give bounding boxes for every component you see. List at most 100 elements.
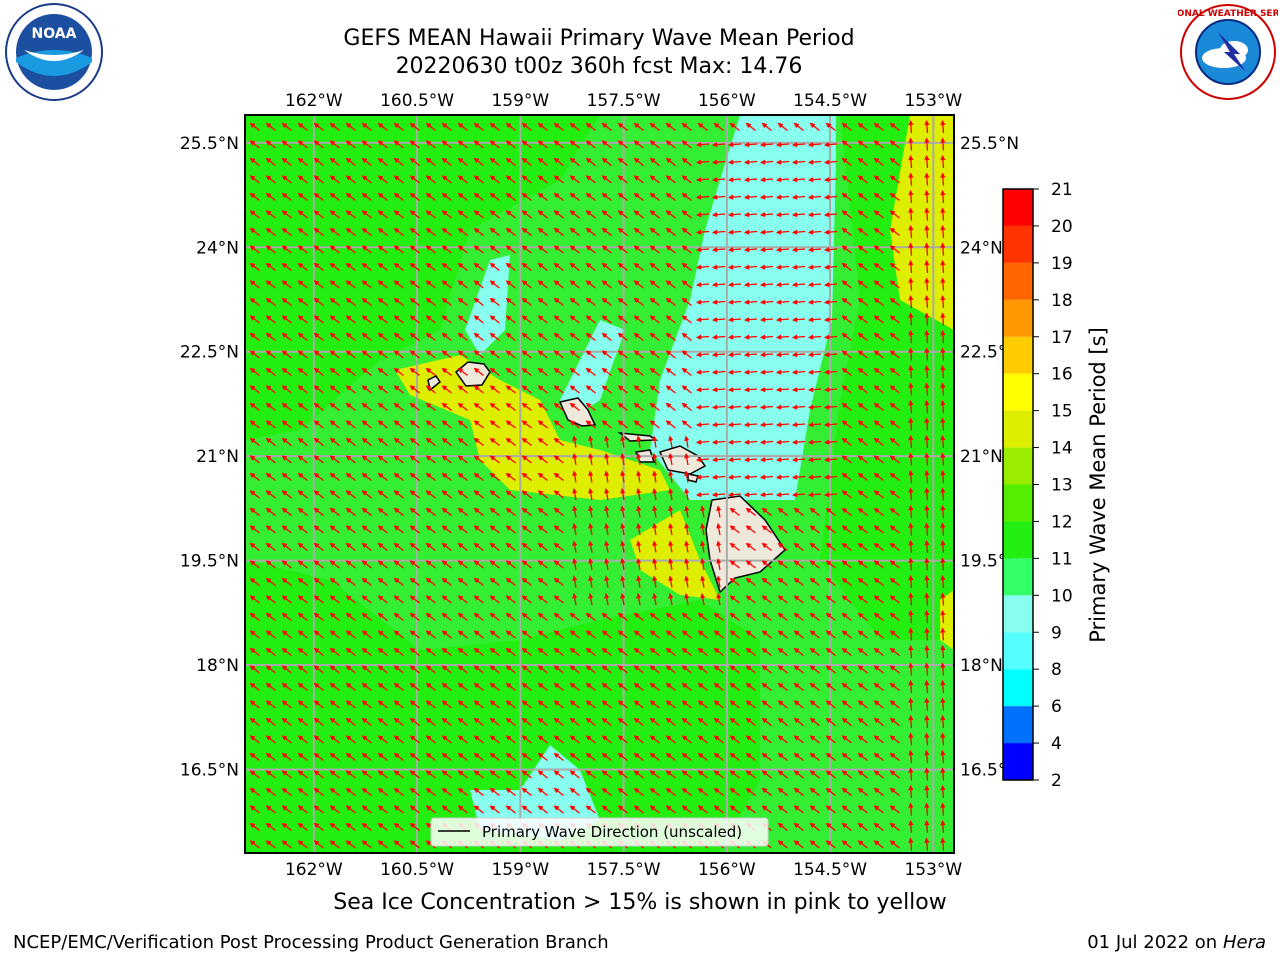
wave-arrow [265,210,276,219]
lon-tick-label-top: 154.5°W [793,91,867,111]
wave-arrow [681,140,692,149]
wave-arrow [649,245,660,254]
colorbar: 2 4 6 8 9 10 11 12 13 14 15 16 17 18 19 20 21 [1002,180,1073,791]
wave-arrow [313,315,324,324]
wave-arrow [281,175,292,184]
wave-arrow [601,280,612,289]
wave-arrow [249,210,260,219]
wave-arrow [505,210,516,219]
wave-arrow [585,280,596,289]
wave-arrow [441,227,452,237]
wave-arrow [489,140,500,149]
wave-arrow [553,280,564,289]
wave-arrow [841,157,852,167]
colorbar-segment [1003,484,1033,522]
wave-arrow [924,224,930,239]
wave-arrow [924,277,930,291]
wave-arrow [633,122,644,132]
wave-arrow [521,175,532,184]
wave-arrow [633,227,644,237]
wave-arrow [743,142,758,148]
wave-arrow [759,177,774,183]
wave-arrow [249,245,260,254]
wave-arrow [761,122,772,132]
wave-arrow [489,157,500,167]
wave-arrow [409,227,420,237]
wave-arrow [345,332,356,342]
wave-arrow [361,367,372,377]
colorbar-segment [1003,632,1033,670]
wave-arrow [617,122,628,132]
wave-arrow [441,122,452,132]
wave-arrow [281,262,292,272]
wave-arrow [329,332,340,342]
wave-arrow [585,367,596,377]
wave-arrow [537,157,548,167]
wave-arrow [633,192,644,202]
wave-arrow [889,262,900,272]
wave-arrow [521,157,532,167]
wave-arrow [393,157,404,167]
wave-arrow [537,280,548,289]
wave-arrow [908,189,914,204]
wave-arrow [823,159,838,165]
wave-arrow [361,122,372,132]
wave-arrow [727,194,742,200]
wave-arrow [473,350,484,359]
wave-arrow [281,350,292,359]
wave-arrow [857,297,868,307]
wave-arrow [873,210,884,219]
wave-arrow [791,212,806,218]
colorbar-tick-label: 13 [1051,476,1073,496]
lat-tick-labels-left: 25.5°N 24°N 22.5°N 21°N 19.5°N 18°N 16.5°N [180,134,239,781]
wave-arrow [649,280,660,289]
wave-arrow [665,192,676,202]
wave-arrow [249,122,260,132]
wave-arrow [569,280,580,289]
island-kahoolawe [687,473,699,483]
wave-arrow [585,175,596,184]
wave-arrow [297,122,308,132]
wave-arrow [265,192,276,202]
wave-arrow [537,262,548,272]
wave-arrow [377,385,388,394]
wave-arrow [345,367,356,377]
period-13-14-region-kauai [395,355,670,500]
wave-arrow [940,364,946,379]
wave-arrow [393,280,404,289]
wave-arrow [695,212,710,218]
wave-arrow [473,245,484,254]
wave-arrow [361,210,372,219]
wave-arrow [649,175,660,184]
wave-arrow [857,140,868,149]
colorbar-segment [1003,706,1033,744]
wave-arrow [649,192,660,202]
wave-arrow [823,369,838,375]
wave-arrow [537,297,548,307]
lon-tick-label-top: 160.5°W [380,91,454,111]
wave-arrow [857,350,868,359]
wave-arrow [425,332,436,342]
wave-arrow [633,367,644,377]
wave-arrow [889,122,900,132]
wave-arrow [585,245,596,254]
wave-arrow [665,262,676,272]
footer-machine: Hera [1222,932,1266,953]
wave-arrow [489,227,500,237]
wave-arrow [759,317,774,323]
lon-tick-label-top: 153°W [904,91,962,111]
wave-arrow [473,175,484,184]
wave-arrow [313,192,324,202]
wave-arrow [695,159,710,165]
wave-arrow [377,315,388,324]
wave-arrow [649,297,660,307]
wave-arrow [457,192,468,202]
wave-arrow [823,177,838,183]
wave-arrow [601,332,612,342]
wave-arrow [665,332,676,342]
wave-arrow [924,294,930,309]
wave-arrow [329,350,340,359]
wave-arrow [281,140,292,149]
wave-arrow [695,317,710,323]
wave-arrow [569,210,580,219]
